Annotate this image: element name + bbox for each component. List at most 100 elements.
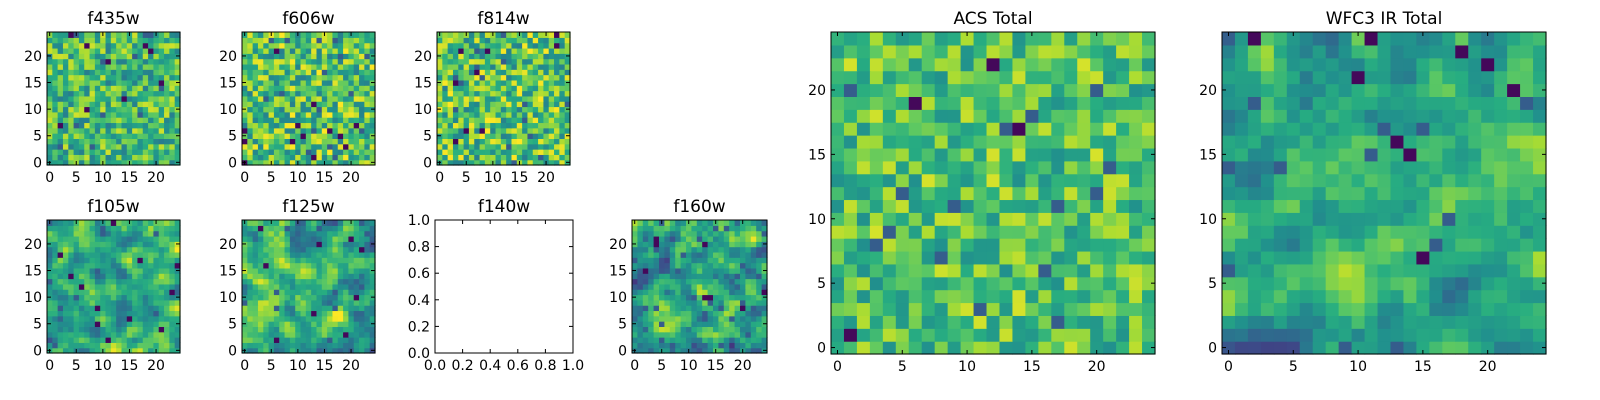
heatmap-cell — [986, 276, 1001, 291]
heatmap-cell — [343, 42, 349, 49]
heatmap-cell — [242, 58, 248, 65]
heatmap-cell — [242, 246, 248, 253]
heatmap-cell — [1442, 199, 1456, 213]
heatmap-cell — [273, 262, 280, 269]
heatmap-cell — [1403, 263, 1417, 278]
heatmap-cell — [257, 133, 264, 139]
heatmap-cell — [84, 63, 91, 70]
heatmap-cell — [359, 294, 365, 301]
heatmap-cell — [116, 101, 123, 108]
heatmap-cell — [343, 90, 349, 97]
heatmap-cell — [648, 347, 655, 354]
heatmap-cell — [305, 331, 312, 338]
heatmap-cell — [364, 154, 371, 161]
heatmap-cell — [756, 267, 763, 274]
heatmap-cell — [47, 47, 53, 54]
heatmap-cell — [153, 283, 160, 290]
heatmap-cell — [142, 321, 149, 327]
heatmap-cell — [745, 305, 752, 312]
heatmap-cell — [263, 63, 270, 70]
heatmap-cell — [263, 220, 270, 226]
heatmap-cell — [284, 225, 291, 232]
heatmap-cell — [279, 159, 286, 166]
heatmap-cell — [632, 310, 638, 317]
heatmap-cell — [295, 251, 302, 258]
heatmap-cell — [89, 278, 96, 285]
heatmap-cell — [564, 127, 571, 134]
heatmap-cell — [1481, 212, 1495, 226]
heatmap-cell — [137, 127, 144, 134]
heatmap-cell — [47, 111, 53, 118]
heatmap-cell — [554, 106, 560, 113]
heatmap-cells — [632, 220, 768, 354]
heatmap-cell — [506, 85, 513, 92]
heatmap-cell — [353, 267, 360, 274]
heatmap-cell — [490, 127, 497, 134]
heatmap-cell — [121, 138, 128, 145]
heatmap-cell — [527, 69, 534, 76]
heatmap-cell — [516, 127, 523, 134]
heatmap-cell — [637, 310, 644, 317]
heatmap-cell — [468, 47, 475, 54]
heatmap-cell — [869, 212, 884, 226]
heatmap-cell — [369, 225, 376, 232]
heatmap-cell — [740, 331, 746, 338]
heatmap-cell — [116, 117, 123, 124]
heatmap-cell — [105, 251, 112, 258]
heatmap-cell — [247, 37, 254, 44]
heatmap-cell — [1142, 135, 1156, 149]
heatmap-cell — [538, 37, 544, 44]
heatmap-cell — [337, 106, 344, 113]
heatmap-cell — [495, 149, 502, 155]
heatmap-cell — [1064, 44, 1078, 59]
heatmap-cell — [522, 122, 529, 129]
heatmap-cell — [300, 101, 307, 108]
heatmap-cell — [479, 90, 486, 97]
heatmap-cell — [327, 278, 334, 285]
heatmap-cell — [94, 63, 101, 70]
heatmap-cell — [1455, 328, 1469, 342]
heatmap-cell — [1038, 250, 1052, 265]
heatmap-cell — [458, 143, 465, 150]
heatmap-cell — [973, 186, 988, 201]
y-tick-label: 0 — [618, 343, 627, 359]
heatmap-cell — [100, 42, 107, 49]
heatmap-cell — [1222, 199, 1236, 213]
heatmap-cell — [723, 326, 730, 333]
heatmap-cell — [1116, 135, 1130, 149]
heatmap-cell — [316, 74, 323, 81]
heatmap-cell — [702, 289, 709, 296]
heatmap-cell — [713, 305, 719, 312]
heatmap-cell — [153, 267, 160, 274]
heatmap-cell — [132, 95, 139, 102]
heatmap-cell — [734, 262, 741, 269]
heatmap-cell — [78, 111, 85, 118]
heatmap-cell — [268, 299, 275, 306]
heatmap-cell — [1286, 186, 1301, 201]
heatmap-cell — [257, 326, 264, 333]
heatmap-cell — [1338, 250, 1353, 265]
heatmap-cell — [707, 289, 714, 296]
heatmap-cell — [247, 347, 254, 354]
heatmap-cell — [745, 235, 752, 242]
heatmap-cell — [284, 63, 291, 70]
heatmap-cell — [305, 257, 312, 264]
heatmap-cell — [73, 133, 80, 139]
heatmap-cell — [273, 47, 280, 54]
heatmap-cell — [348, 149, 355, 155]
heatmap-cell — [353, 69, 360, 76]
heatmap-cell — [463, 127, 470, 134]
heatmap-cell — [158, 143, 165, 150]
heatmap-cell — [279, 273, 286, 280]
heatmap-cell — [1468, 263, 1482, 278]
heatmap-cell — [121, 53, 128, 60]
heatmap-cell — [321, 337, 328, 343]
heatmap-cell — [174, 337, 181, 343]
x-tick-label: 5 — [462, 170, 471, 186]
heatmap-cell — [247, 85, 254, 92]
heatmap-cell — [669, 283, 676, 290]
heatmap-cell — [463, 53, 470, 60]
heatmap-cell — [522, 133, 529, 139]
heatmap-cell — [490, 106, 497, 113]
heatmap-cell — [1416, 315, 1430, 329]
